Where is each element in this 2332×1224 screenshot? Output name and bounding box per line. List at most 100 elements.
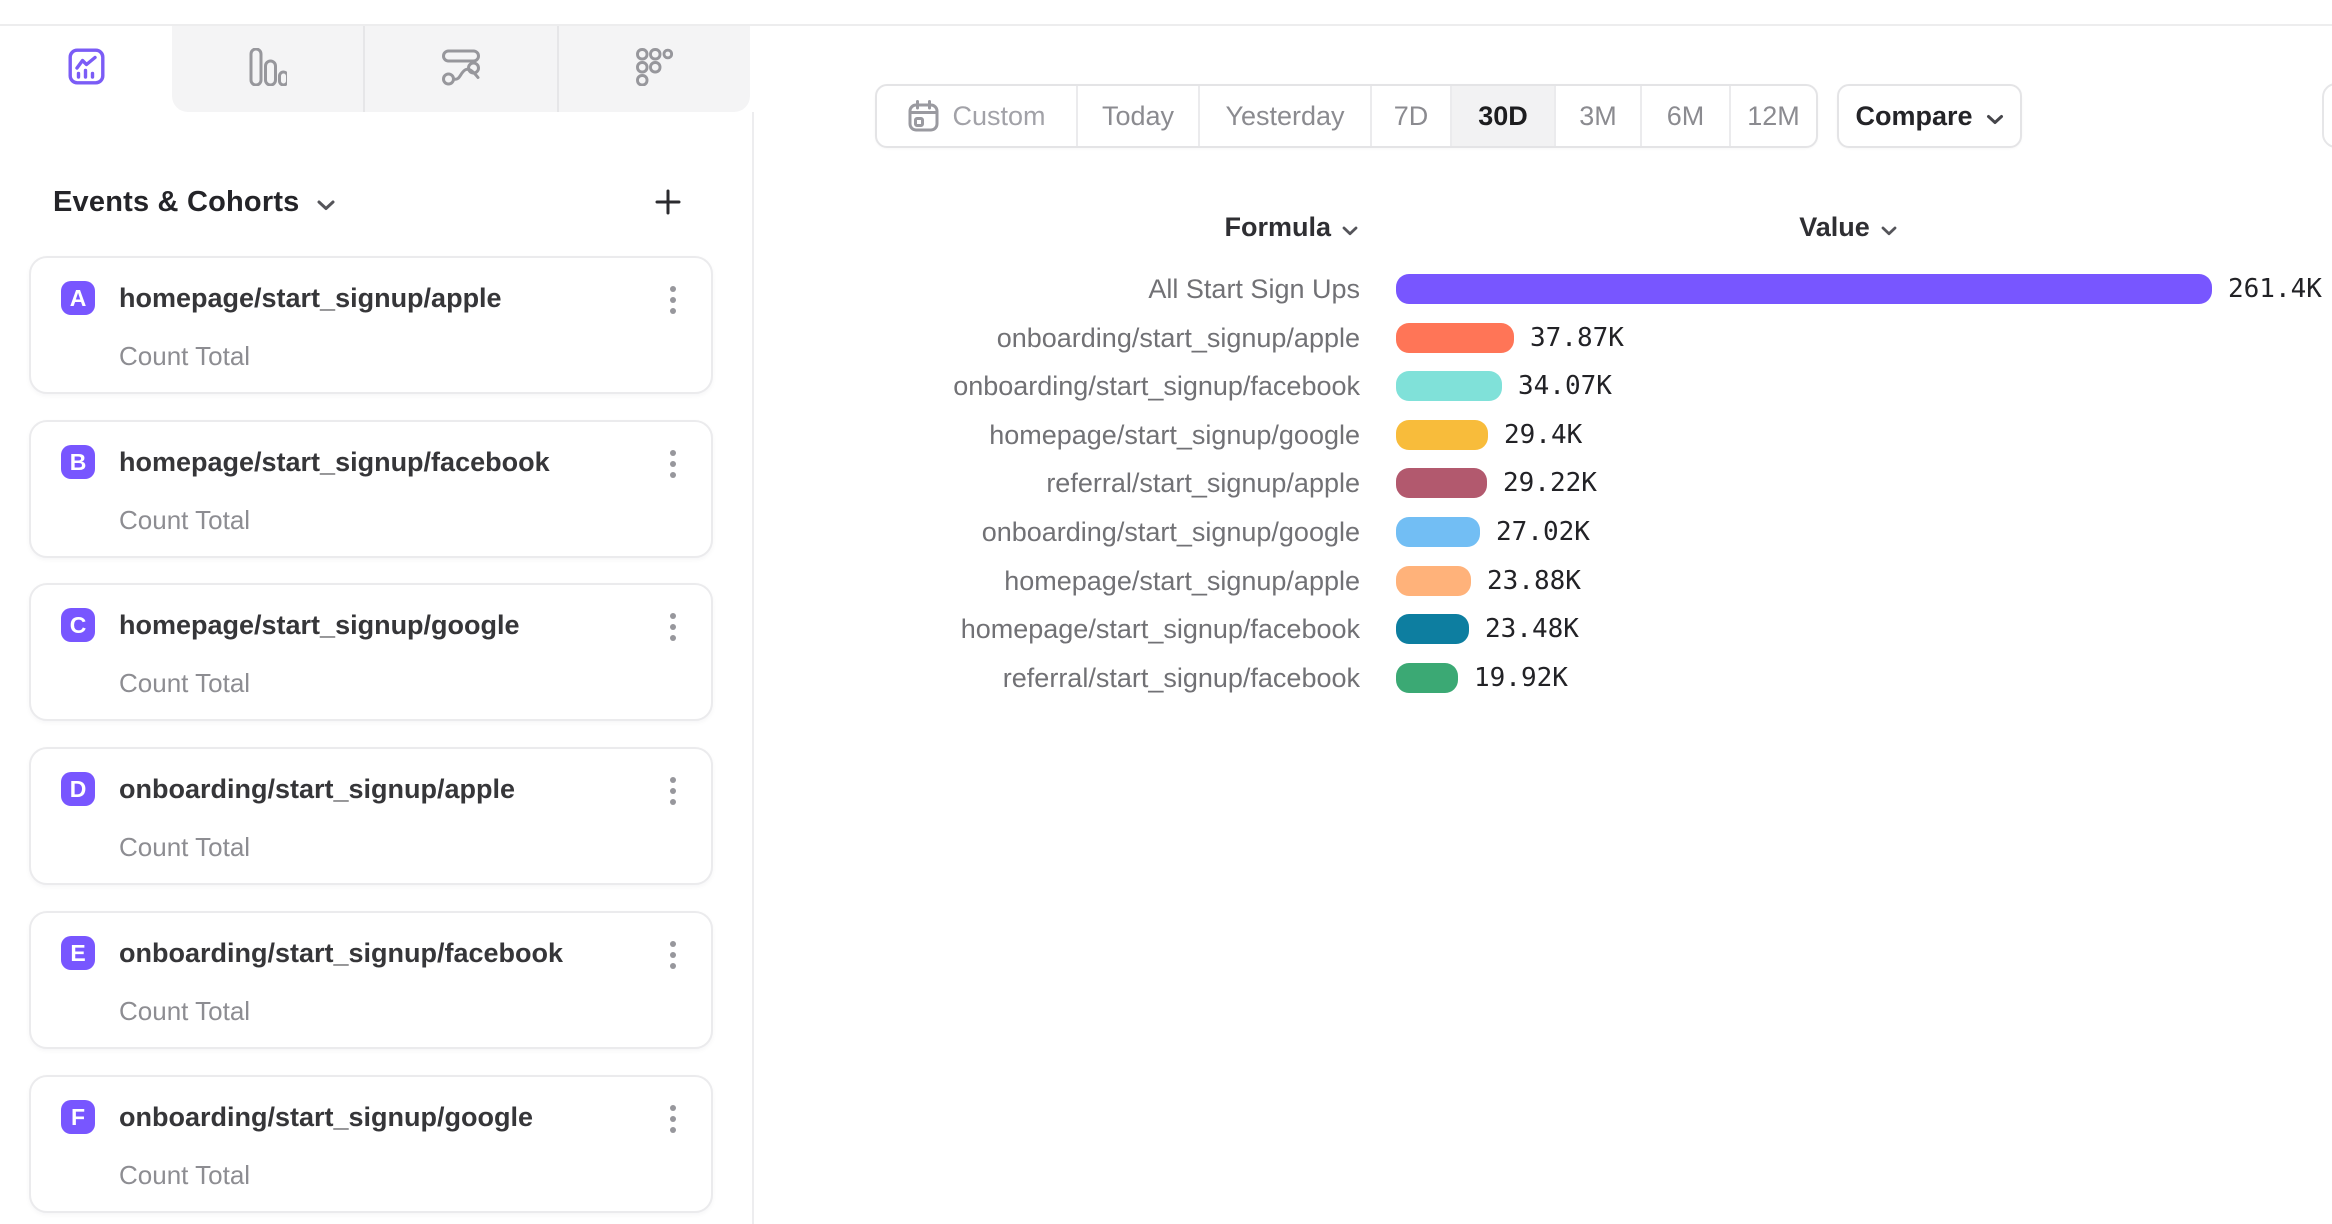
bar-row-label: homepage/start_signup/google <box>989 420 1360 450</box>
kebab-menu-button[interactable] <box>651 440 695 488</box>
bar-row-label: All Start Sign Ups <box>1148 274 1360 304</box>
value-bar[interactable] <box>1396 663 1458 693</box>
chevron-down-icon <box>1986 101 2004 132</box>
value-bar[interactable] <box>1396 371 1502 401</box>
date-range-label: 12M <box>1747 100 1800 131</box>
date-range-custom[interactable]: Custom <box>877 86 1076 146</box>
bar-row-label: onboarding/start_signup/apple <box>996 323 1360 353</box>
date-range-label: 30D <box>1478 100 1528 131</box>
bar-value-label: 29.4K <box>1504 420 1583 450</box>
bar-value-label: 27.02K <box>1496 517 1590 547</box>
date-range-label: Custom <box>952 100 1046 131</box>
date-range-30d[interactable]: 30D <box>1450 86 1554 146</box>
calendar-icon <box>907 99 940 133</box>
bar-value-label: 37.87K <box>1530 323 1624 353</box>
value-bar[interactable] <box>1396 614 1469 644</box>
add-event-button[interactable] <box>644 179 692 225</box>
event-card-metric: Count Total <box>119 341 251 371</box>
event-letter-badge: E <box>61 936 95 970</box>
date-range-12m[interactable]: 12M <box>1729 86 1816 146</box>
event-card-title: homepage/start_signup/apple <box>119 283 502 313</box>
top-divider <box>0 24 2332 26</box>
formula-header-label: Formula <box>1224 212 1331 242</box>
value-bar[interactable] <box>1396 274 2212 304</box>
tab-flows[interactable] <box>363 26 556 112</box>
value-bar[interactable] <box>1396 420 1488 450</box>
date-range-yesterday[interactable]: Yesterday <box>1198 86 1370 146</box>
bar-value-label: 19.92K <box>1474 663 1568 693</box>
tab-insights[interactable] <box>0 26 172 112</box>
date-range-3m[interactable]: 3M <box>1554 86 1640 146</box>
line-chart-icon <box>68 48 105 90</box>
tab-retention[interactable] <box>556 26 750 112</box>
formula-column-header[interactable]: Formula <box>1158 212 1358 243</box>
bar-chart-icon <box>249 47 289 91</box>
date-range-label: 3M <box>1579 100 1617 131</box>
report-type-tabs <box>172 26 750 112</box>
events-cohorts-header[interactable]: Events & Cohorts <box>53 181 336 223</box>
bar-value-label: 34.07K <box>1518 371 1612 401</box>
compare-button[interactable]: Compare <box>1837 84 2022 148</box>
dots-grid-icon <box>635 47 673 91</box>
event-card-metric: Count Total <box>119 996 251 1026</box>
event-card-metric: Count Total <box>119 668 251 698</box>
bar-row-label: referral/start_signup/facebook <box>1002 663 1360 693</box>
chevron-down-icon <box>316 186 336 219</box>
date-range-6m[interactable]: 6M <box>1640 86 1729 146</box>
chevron-down-icon <box>1342 212 1358 243</box>
date-range-bar: Custom Today Yesterday 7D 30D 3M 6M 12M <box>875 84 1818 148</box>
event-card-title: onboarding/start_signup/apple <box>119 774 516 804</box>
bar-value-label: 23.48K <box>1485 614 1579 644</box>
kebab-menu-button[interactable] <box>651 767 695 815</box>
event-letter-badge: D <box>61 772 95 806</box>
event-card-title: homepage/start_signup/facebook <box>119 447 550 477</box>
value-column-header[interactable]: Value <box>1748 212 1948 243</box>
events-cohorts-title: Events & Cohorts <box>53 185 300 218</box>
event-card-metric: Count Total <box>119 1160 251 1190</box>
event-card-title: onboarding/start_signup/facebook <box>119 938 564 968</box>
event-letter-badge: B <box>61 445 95 479</box>
value-bar[interactable] <box>1396 468 1487 498</box>
kebab-menu-button[interactable] <box>651 1095 695 1143</box>
value-header-label: Value <box>1799 212 1870 242</box>
date-range-today[interactable]: Today <box>1076 86 1198 146</box>
event-letter-badge: C <box>61 608 95 642</box>
bar-row-label: referral/start_signup/apple <box>1046 468 1360 498</box>
date-range-label: 7D <box>1393 100 1429 131</box>
event-card-metric: Count Total <box>119 505 251 535</box>
flows-icon <box>441 48 480 91</box>
event-letter-badge: A <box>61 281 95 315</box>
bar-value-label: 261.4K <box>2228 274 2322 304</box>
event-card-title: homepage/start_signup/google <box>119 610 520 640</box>
event-card-metric: Count Total <box>119 832 251 862</box>
bar-row-label: homepage/start_signup/apple <box>1004 566 1360 596</box>
bar-value-label: 29.22K <box>1503 468 1597 498</box>
sidebar-divider <box>752 112 754 1224</box>
kebab-menu-button[interactable] <box>651 931 695 979</box>
date-range-7d[interactable]: 7D <box>1370 86 1450 146</box>
event-card-title: onboarding/start_signup/google <box>119 1102 533 1132</box>
bar-row-label: onboarding/start_signup/google <box>981 517 1360 547</box>
date-range-label: Yesterday <box>1225 100 1345 131</box>
compare-label: Compare <box>1855 100 1973 131</box>
bar-row-label: homepage/start_signup/facebook <box>960 614 1360 644</box>
date-range-label: Today <box>1101 100 1175 131</box>
tab-bar-report[interactable] <box>172 26 363 112</box>
date-range-label: 6M <box>1666 100 1705 131</box>
kebab-menu-button[interactable] <box>651 603 695 651</box>
clipped-toolbar-button[interactable] <box>2322 83 2332 148</box>
value-bar[interactable] <box>1396 323 1514 353</box>
value-bar[interactable] <box>1396 517 1480 547</box>
value-bar[interactable] <box>1396 566 1471 596</box>
bar-value-label: 23.88K <box>1487 566 1581 596</box>
kebab-menu-button[interactable] <box>651 276 695 324</box>
event-letter-badge: F <box>61 1100 95 1134</box>
bar-row-label: onboarding/start_signup/facebook <box>953 371 1360 401</box>
